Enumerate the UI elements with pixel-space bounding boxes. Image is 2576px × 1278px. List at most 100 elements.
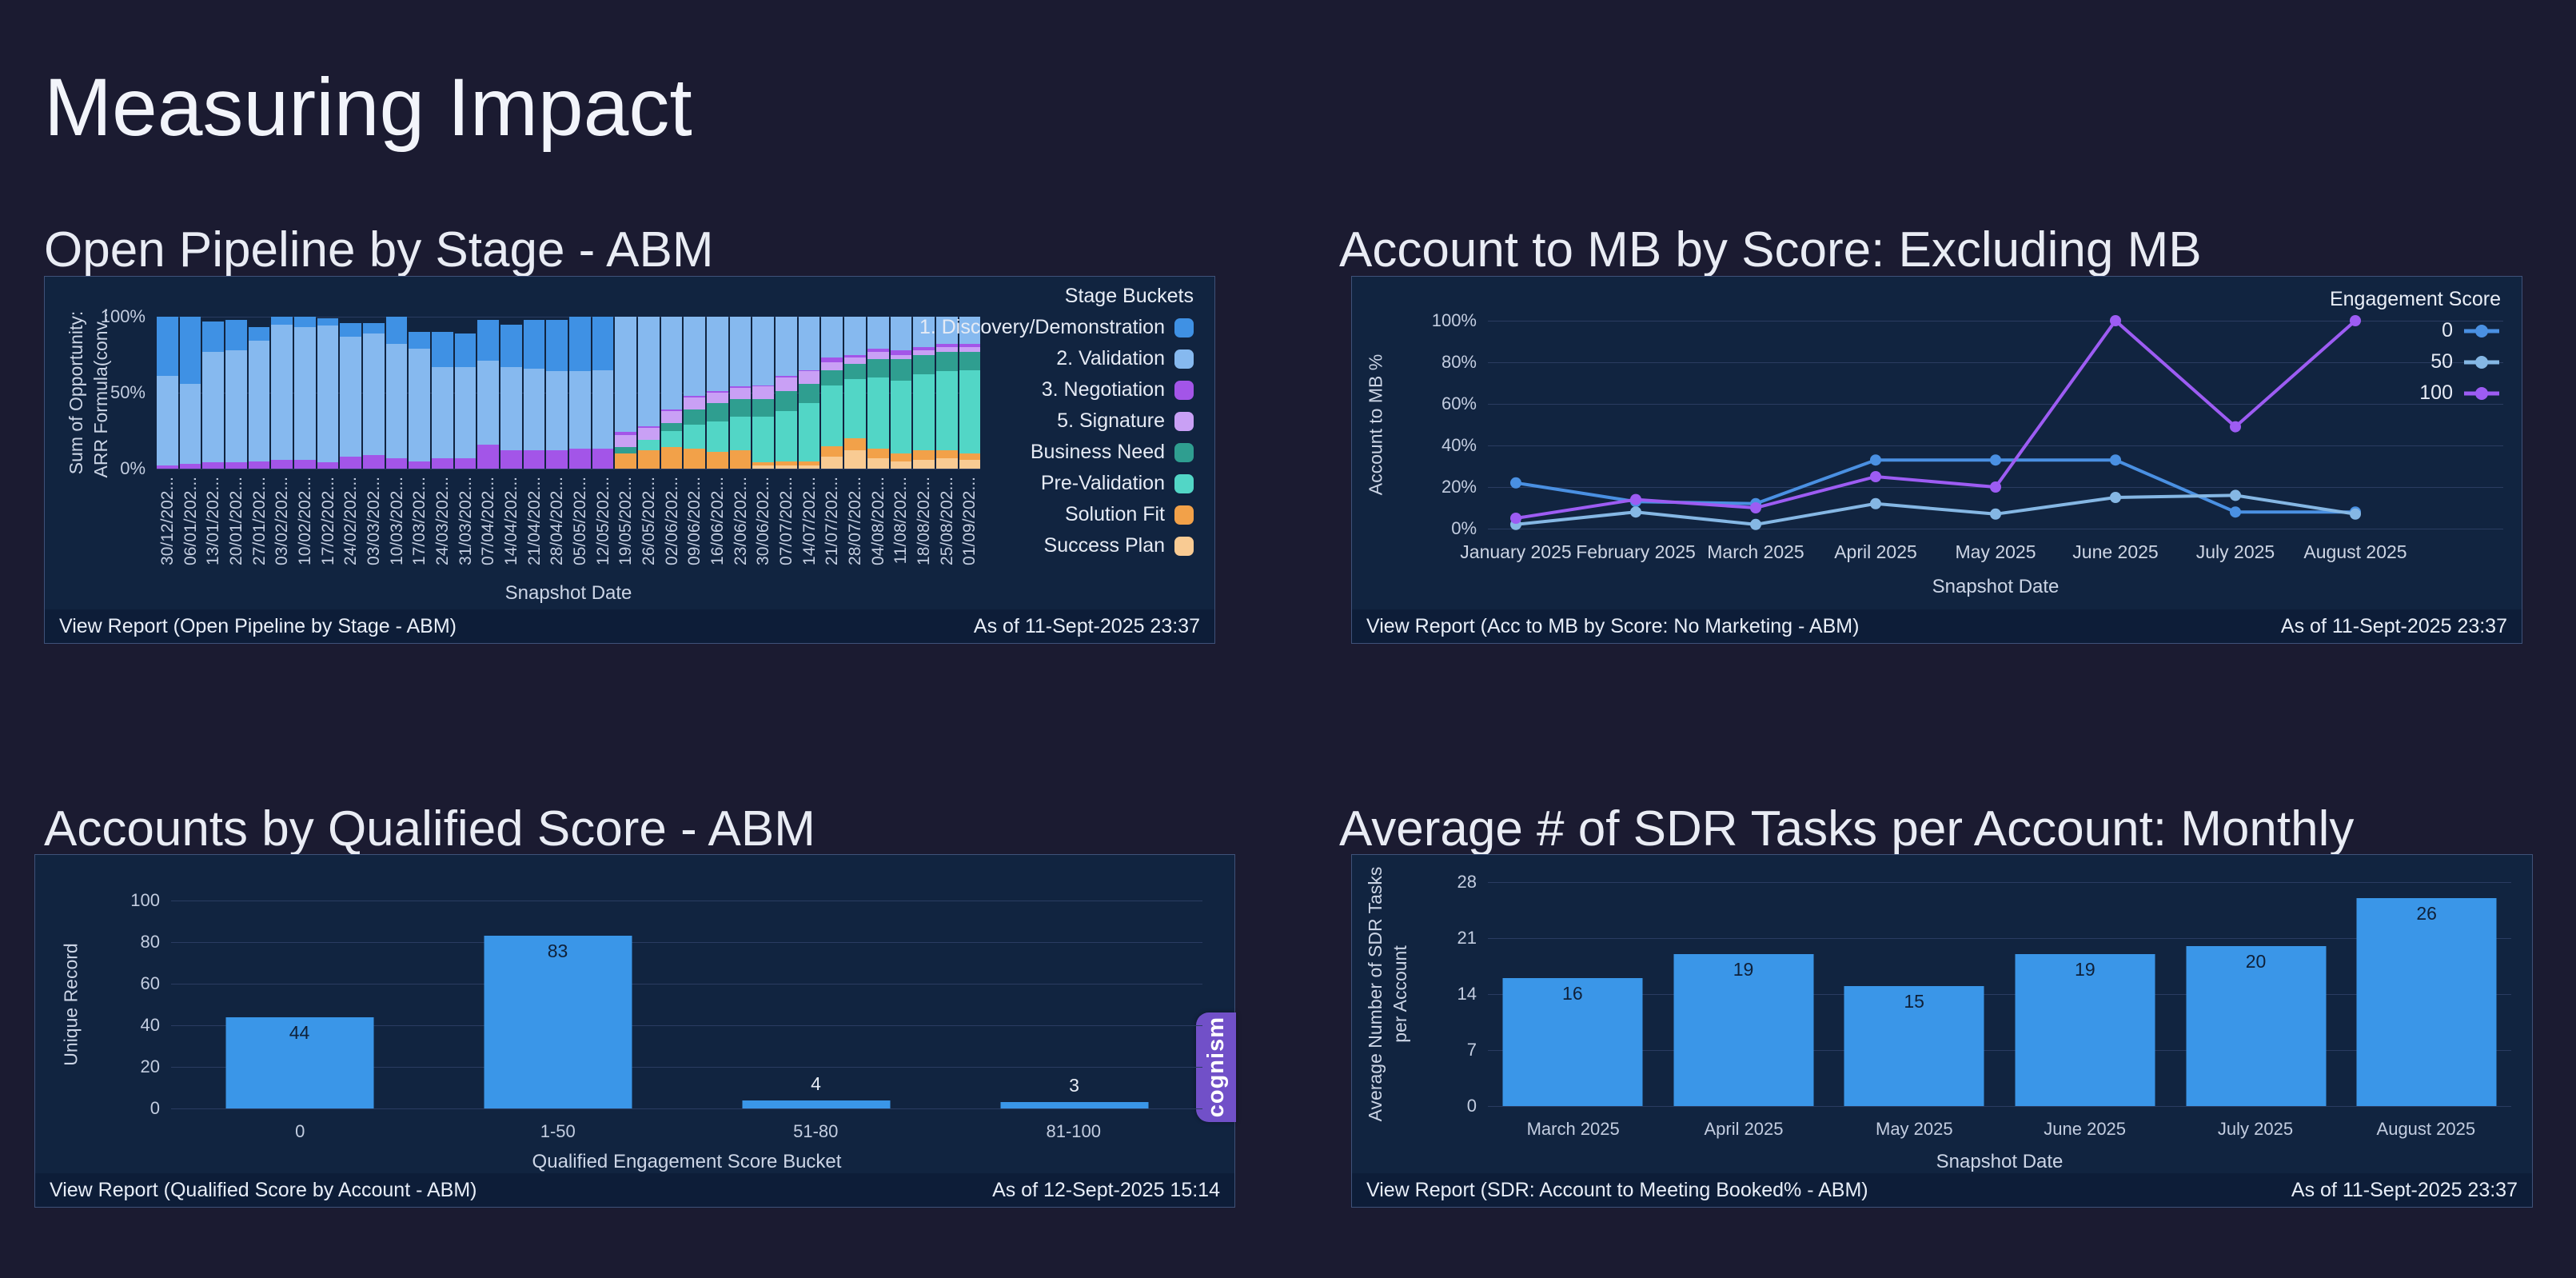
data-point[interactable] <box>1750 502 1761 513</box>
data-point[interactable] <box>1990 454 2001 466</box>
bar-segment-validation[interactable] <box>638 317 660 426</box>
bar-segment-pre_validation[interactable] <box>821 385 843 446</box>
view-report-link[interactable]: View Report (SDR: Account to Meeting Boo… <box>1366 1178 1868 1201</box>
bar-segment-negotiation[interactable] <box>844 354 866 358</box>
bar-segment-signature[interactable] <box>867 351 889 360</box>
bar-segment-success_plan[interactable] <box>798 465 820 469</box>
bar-segment-signature[interactable] <box>638 427 660 440</box>
bar-segment-signature[interactable] <box>615 435 637 448</box>
bar-segment-pre_validation[interactable] <box>729 417 752 451</box>
bar[interactable] <box>1000 1102 1148 1108</box>
bar-segment-pre_validation[interactable] <box>707 421 728 453</box>
bar-segment-negotiation[interactable] <box>409 461 431 469</box>
bar-segment-negotiation[interactable] <box>684 395 706 397</box>
stacked-bar[interactable] <box>660 317 683 469</box>
bar-segment-negotiation[interactable] <box>294 459 316 469</box>
bar-segment-business_need[interactable] <box>821 369 843 385</box>
bar-segment-validation[interactable] <box>890 317 912 350</box>
bar-segment-solution_fit[interactable] <box>798 461 820 466</box>
bar-segment-validation[interactable] <box>844 317 866 355</box>
legend-item-solution_fit[interactable]: Solution Fit <box>919 503 1194 526</box>
bar-segment-validation[interactable] <box>569 371 591 449</box>
bar-segment-validation[interactable] <box>385 344 408 458</box>
stacked-bar[interactable] <box>225 319 247 469</box>
data-point[interactable] <box>2110 492 2121 503</box>
bar-segment-business_need[interactable] <box>867 359 889 378</box>
stacked-bar[interactable] <box>935 317 958 469</box>
bar-segment-validation[interactable] <box>798 317 820 370</box>
bar-segment-negotiation[interactable] <box>523 450 545 469</box>
bar-segment-negotiation[interactable] <box>913 347 935 350</box>
stacked-bar[interactable] <box>752 317 775 469</box>
bar-segment-negotiation[interactable] <box>500 450 522 469</box>
bar-segment-signature[interactable] <box>959 347 981 352</box>
bar-segment-pre_validation[interactable] <box>959 369 981 454</box>
bar-segment-discovery[interactable] <box>363 322 385 333</box>
bar-segment-signature[interactable] <box>798 371 820 384</box>
bar-segment-success_plan[interactable] <box>959 459 981 469</box>
bar[interactable] <box>2186 946 2327 1106</box>
bar-segment-negotiation[interactable] <box>454 457 477 469</box>
bar-segment-discovery[interactable] <box>546 319 568 372</box>
bar-segment-validation[interactable] <box>867 317 889 349</box>
bar-segment-signature[interactable] <box>660 410 683 424</box>
data-point[interactable] <box>2350 508 2361 520</box>
bar-segment-discovery[interactable] <box>317 318 339 326</box>
bar[interactable] <box>2356 898 2497 1106</box>
stacked-bar[interactable] <box>363 322 385 469</box>
bar-segment-pre_validation[interactable] <box>752 417 775 463</box>
bar-segment-pre_validation[interactable] <box>776 410 797 461</box>
legend-item-discovery[interactable]: 1. Discovery/Demonstration <box>919 316 1194 339</box>
legend-item-50[interactable]: 50 <box>2330 350 2501 373</box>
bar-segment-negotiation[interactable] <box>592 449 614 469</box>
bar-segment-business_need[interactable] <box>913 354 935 375</box>
bar-segment-discovery[interactable] <box>523 319 545 369</box>
stacked-bar[interactable] <box>523 319 545 469</box>
bar-segment-business_need[interactable] <box>729 398 752 417</box>
stacked-bar[interactable] <box>867 317 889 469</box>
stacked-bar[interactable] <box>913 317 935 469</box>
data-point[interactable] <box>1870 454 1881 466</box>
data-point[interactable] <box>1750 518 1761 530</box>
bar-segment-validation[interactable] <box>179 383 201 465</box>
stacked-bar[interactable] <box>500 324 522 469</box>
bar-segment-solution_fit[interactable] <box>752 462 775 466</box>
bar-segment-business_need[interactable] <box>752 398 775 417</box>
bar-segment-discovery[interactable] <box>179 317 201 384</box>
legend-item-validation[interactable]: 2. Validation <box>919 347 1194 370</box>
view-report-link[interactable]: View Report (Acc to MB by Score: No Mark… <box>1366 614 1860 637</box>
bar-segment-pre_validation[interactable] <box>638 439 660 451</box>
stacked-bar[interactable] <box>707 317 728 469</box>
data-point[interactable] <box>1630 493 1641 505</box>
bar-segment-business_need[interactable] <box>684 409 706 425</box>
bar-segment-negotiation[interactable] <box>317 462 339 469</box>
bar-segment-success_plan[interactable] <box>867 457 889 469</box>
legend-item-business_need[interactable]: Business Need <box>919 441 1194 464</box>
bar-segment-pre_validation[interactable] <box>867 377 889 449</box>
bar-segment-negotiation[interactable] <box>179 464 201 469</box>
data-point[interactable] <box>1990 508 2001 520</box>
stacked-bar[interactable] <box>638 317 660 469</box>
bar-segment-negotiation[interactable] <box>890 349 912 355</box>
bar-segment-negotiation[interactable] <box>752 385 775 387</box>
bar-segment-solution_fit[interactable] <box>890 453 912 461</box>
bar-segment-solution_fit[interactable] <box>913 450 935 460</box>
bar-segment-validation[interactable] <box>157 376 178 466</box>
bar-segment-negotiation[interactable] <box>569 449 591 469</box>
bar[interactable] <box>742 1100 890 1108</box>
bar-segment-discovery[interactable] <box>569 317 591 372</box>
bar-segment-solution_fit[interactable] <box>776 461 797 466</box>
bar-segment-validation[interactable] <box>684 317 706 396</box>
bar-segment-pre_validation[interactable] <box>660 430 683 448</box>
bar-segment-validation[interactable] <box>821 317 843 358</box>
bar-segment-discovery[interactable] <box>225 319 247 350</box>
bar-segment-validation[interactable] <box>202 351 225 463</box>
data-point[interactable] <box>1510 513 1521 524</box>
stacked-bar[interactable] <box>615 317 637 469</box>
legend-item-pre_validation[interactable]: Pre-Validation <box>919 472 1194 495</box>
bar-segment-validation[interactable] <box>592 369 614 449</box>
bar-segment-negotiation[interactable] <box>959 344 981 348</box>
stacked-bar[interactable] <box>729 317 752 469</box>
bar-segment-business_need[interactable] <box>707 403 728 422</box>
bar-segment-business_need[interactable] <box>660 423 683 431</box>
